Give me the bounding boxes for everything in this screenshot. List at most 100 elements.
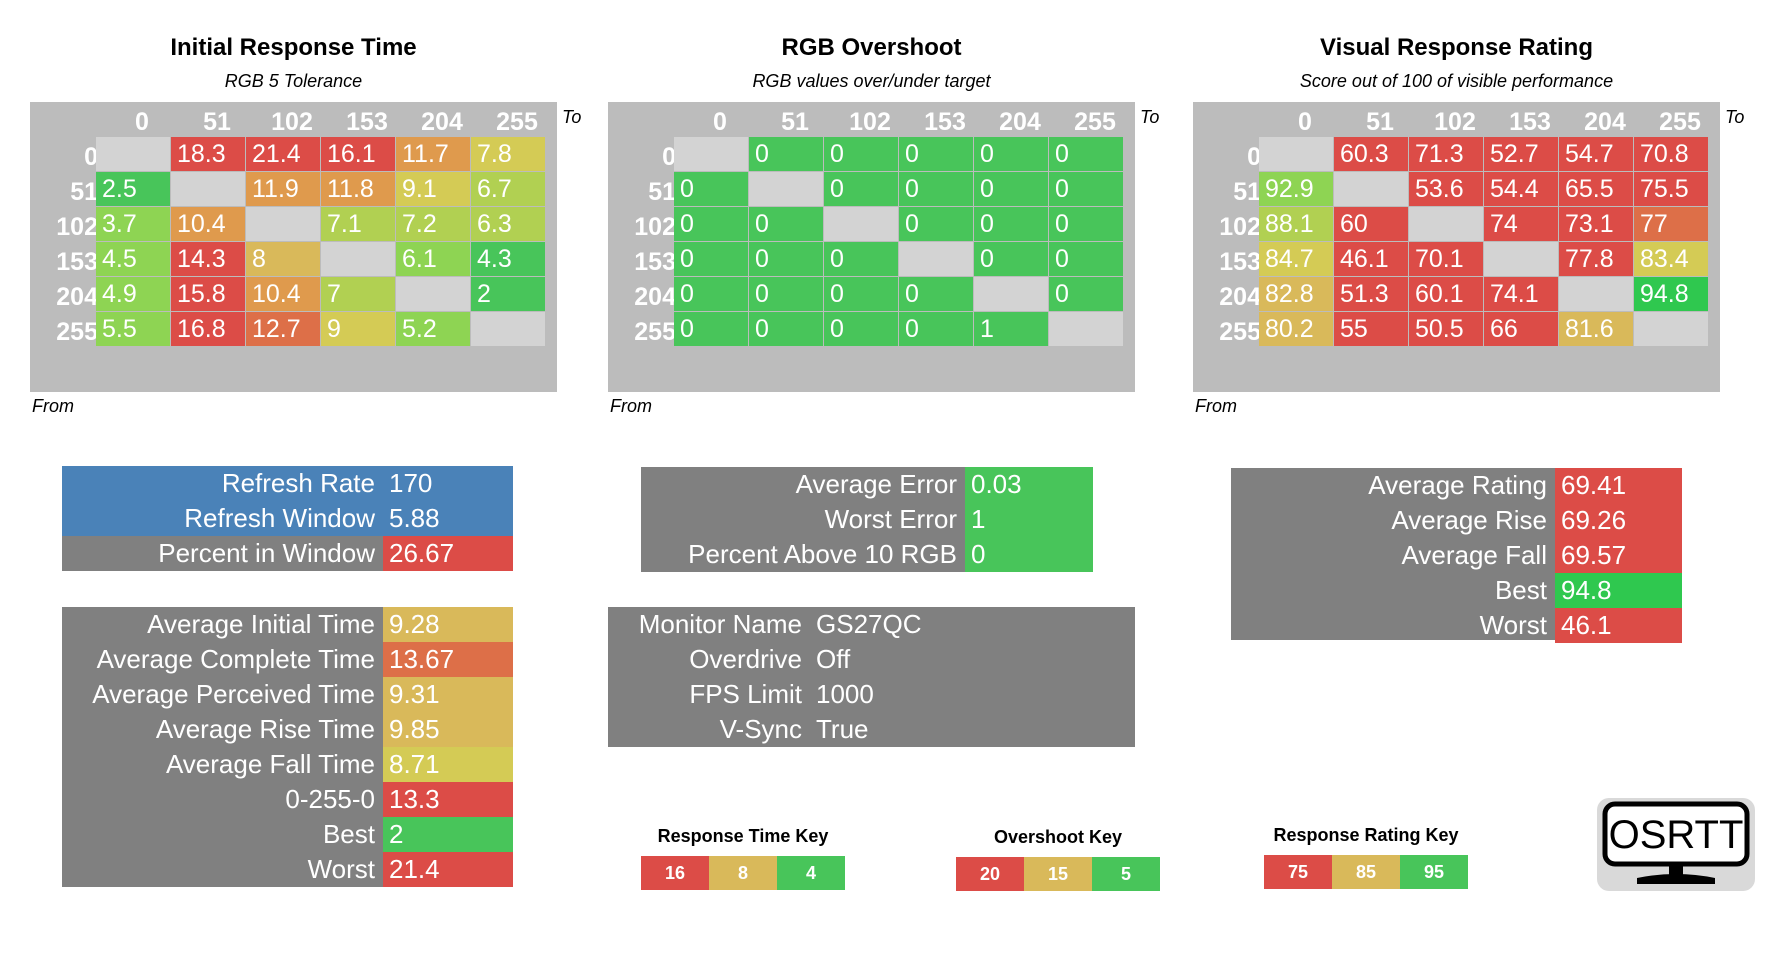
stat-label: Best [1494,575,1547,605]
stat-row: Worst Error 1 [641,502,1093,537]
stat-value: 69.41 [1555,468,1682,503]
heatmap-cell [96,137,170,171]
heatmap-cell: 92.9 [1259,172,1333,206]
column-tick-label: 204 [1584,108,1626,136]
from-axis-label: From [32,396,74,416]
key-title: Response Time Key [657,826,829,846]
column-tick-label: 153 [346,108,388,136]
column-tick-label: 51 [1366,108,1394,136]
heatmap-cell: 75.5 [1634,172,1708,206]
row-tick-label: 102 [56,213,98,241]
overshoot-stats-panel: Average Error 0.03 Worst Error 1 Percent Abo… [641,467,1093,572]
heatmap-cell: 73.1 [1559,207,1633,241]
heatmap-cell [974,277,1048,311]
heatmap-cell: 0 [974,172,1048,206]
stat-row: Worst 46.1 [1231,608,1682,643]
stat-label: Average Rise [1391,505,1547,535]
key-cell: 8 [709,856,777,890]
heatmap-cell: 0 [674,172,748,206]
heatmap-cell: 51.3 [1334,277,1408,311]
heatmap-cell: 6.3 [471,207,545,241]
row-tick-label: 204 [634,283,676,311]
stat-value: 1 [965,502,1093,537]
heatmap-cell: 83.4 [1634,242,1708,276]
column-tick-label: 0 [135,108,149,136]
heatmap-cell [171,172,245,206]
column-tick-label: 255 [1659,108,1701,136]
stat-value: 9.28 [383,607,513,642]
row-tick-label: 204 [56,283,98,311]
heatmap-cell [1334,172,1408,206]
stat-row: Average Rise Time 9.85 [62,712,513,747]
heatmap-cell: 4.9 [96,277,170,311]
stat-row: Percent in Window 26.67 [62,536,513,571]
heatmap-cell: 0 [899,172,973,206]
heatmap-cell: 16.8 [171,312,245,346]
column-tick-label: 0 [713,108,727,136]
heatmap-cell [246,207,320,241]
stat-label: Worst [307,854,375,884]
heatmap-cell [899,242,973,276]
stat-label: 0-255-0 [285,784,375,814]
heatmap-cell: 0 [749,207,823,241]
osrtt-logo: OSRTT [1597,798,1755,891]
column-tick-label: 255 [496,108,538,136]
heatmap-cell: 0 [1049,172,1123,206]
heatmap-cell: 6.7 [471,172,545,206]
stat-value: 9.85 [383,712,513,747]
row-tick-label: 102 [634,213,676,241]
stat-value: 8.71 [383,747,513,782]
heatmap-cell: 54.4 [1484,172,1558,206]
heatmap-cell: 2.5 [96,172,170,206]
row-tick-label: 255 [56,318,98,346]
heatmap-cell [321,242,395,276]
heatmap-cell: 52.7 [1484,137,1558,171]
heatmap-cell [674,137,748,171]
heatmap-cell: 71.3 [1409,137,1483,171]
heatmap-cell: 16.1 [321,137,395,171]
stat-label: Average Fall Time [165,749,375,779]
stat-label: Average Rating [1368,470,1547,500]
chart-title: Initial Response Time [170,34,417,61]
heatmap-cell: 0 [824,137,898,171]
heatmap-cell: 14.3 [171,242,245,276]
heatmap-cell: 0 [974,207,1048,241]
monitor-logo-icon: OSRTT [1602,801,1750,884]
heatmap-cell: 6.1 [396,242,470,276]
heatmap-cell: 88.1 [1259,207,1333,241]
stat-row: Refresh Rate 170 [62,466,513,501]
stat-label: Refresh Window [62,501,383,536]
key-cell: 75 [1264,855,1332,889]
stat-value: 1000 [816,679,874,709]
heatmap-cell: 2 [471,277,545,311]
heatmap-cell [1484,242,1558,276]
stat-value: 170 [383,466,513,501]
heatmap-cell [749,172,823,206]
heatmap-cell: 53.6 [1409,172,1483,206]
stat-row: Percent Above 10 RGB 0 [641,537,1093,572]
key-cell: 15 [1024,857,1092,891]
heatmap-cell [824,207,898,241]
heatmap-cell: 7 [321,277,395,311]
heatmap-cell: 60.1 [1409,277,1483,311]
stat-value: 5.88 [383,501,513,536]
stat-label: Average Rise Time [155,714,375,744]
heatmap-cell: 0 [899,312,973,346]
heatmap-cell: 81.6 [1559,312,1633,346]
chart-subtitle: RGB 5 Tolerance [224,71,363,91]
heatmap-cell: 0 [674,277,748,311]
heatmap-cell: 0 [824,242,898,276]
heatmap-cell: 46.1 [1334,242,1408,276]
key-cell: 16 [641,856,709,890]
heatmap-cell: 65.5 [1559,172,1633,206]
heatmap-cell: 3.7 [96,207,170,241]
response-time-heatmap: 0 51 102 153 204 255 0 51 102 153 204 255 18.3 21.4 16… [30,102,557,392]
stat-row: V-Sync True [608,712,1135,747]
heatmap-cell: 7.1 [321,207,395,241]
heatmap-cell: 70.8 [1634,137,1708,171]
row-tick-label: 0 [662,143,676,171]
stat-row: Average Fall 69.57 [1231,538,1682,573]
heatmap-cell: 80.2 [1259,312,1333,346]
column-tick-label: 255 [1074,108,1116,136]
row-tick-label: 255 [634,318,676,346]
